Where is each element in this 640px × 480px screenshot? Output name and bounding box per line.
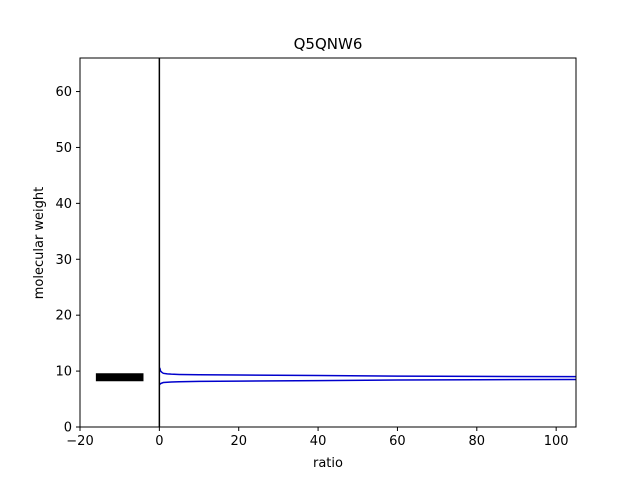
y-tick-label: 50 bbox=[55, 141, 72, 156]
x-axis-label: ratio bbox=[313, 456, 343, 471]
y-axis-label: molecular weight bbox=[32, 187, 47, 300]
x-tick-label: 0 bbox=[155, 434, 163, 449]
x-tick-label: 80 bbox=[469, 434, 486, 449]
y-tick-label: 30 bbox=[55, 253, 72, 268]
y-tick-label: 10 bbox=[55, 365, 72, 380]
series-line-1 bbox=[159, 367, 576, 378]
x-tick-label: 100 bbox=[544, 434, 569, 449]
y-tick-label: 20 bbox=[55, 309, 72, 324]
series-line-2 bbox=[159, 378, 576, 386]
x-tick-label: 40 bbox=[310, 434, 327, 449]
axes-frame bbox=[79, 57, 577, 428]
y-tick-label: 40 bbox=[55, 197, 72, 212]
x-tick-label: −20 bbox=[66, 434, 93, 449]
y-tick-label: 60 bbox=[55, 85, 72, 100]
y-tick-label: 0 bbox=[64, 421, 72, 436]
chart-title: Q5QNW6 bbox=[294, 35, 363, 53]
x-tick-label: 20 bbox=[230, 434, 247, 449]
x-tick-label: 60 bbox=[389, 434, 406, 449]
